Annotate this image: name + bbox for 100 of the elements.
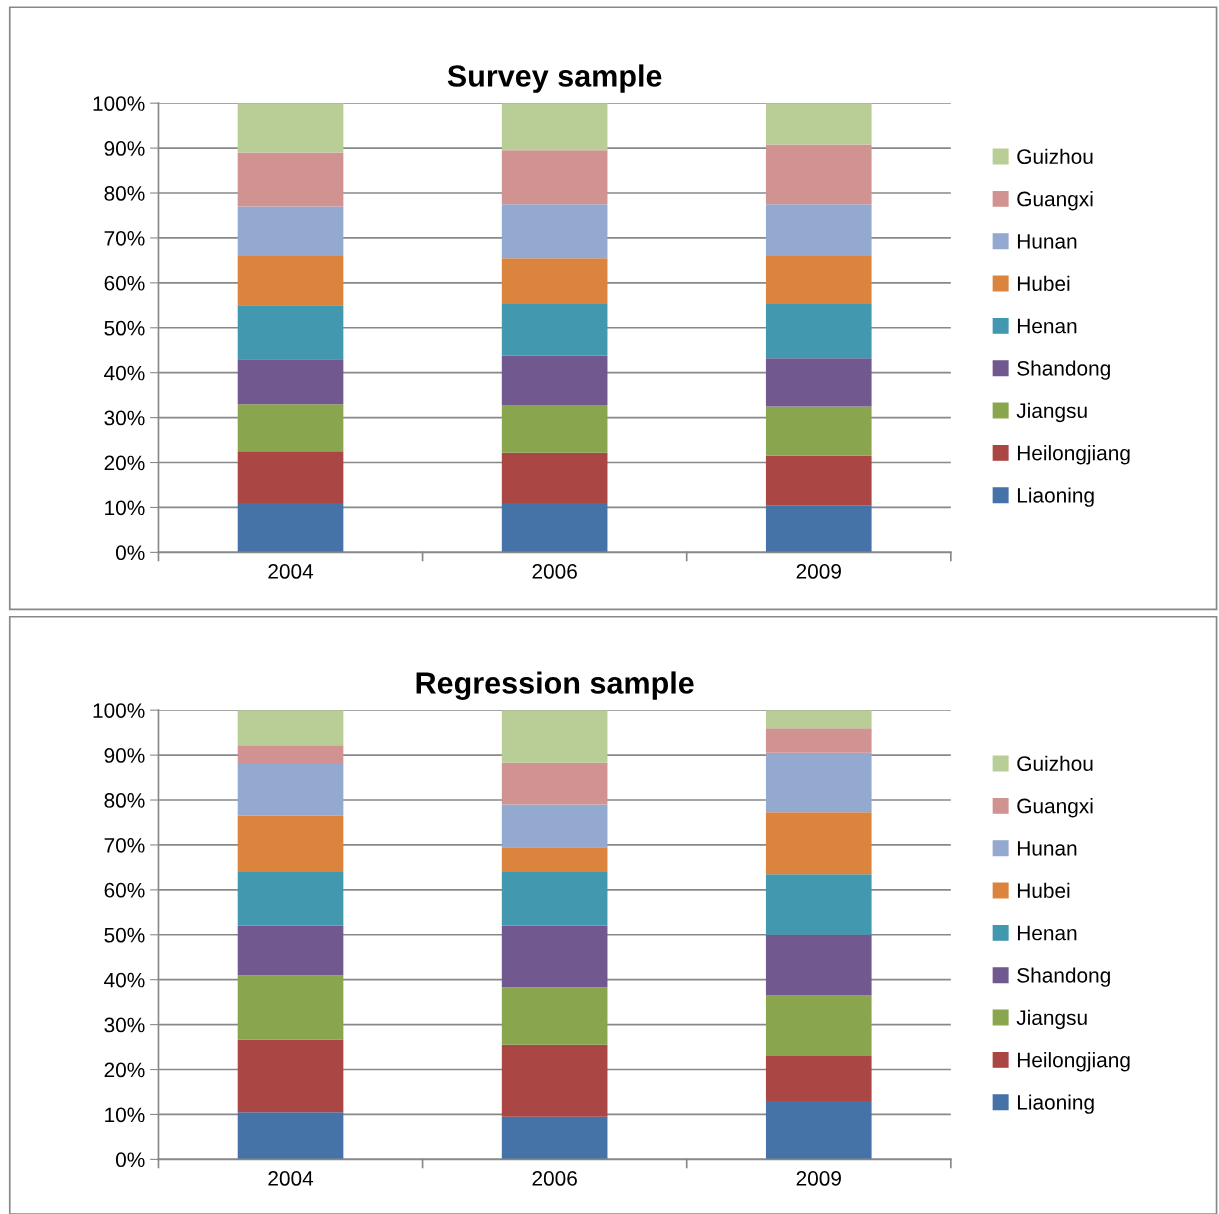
y-tick-label: 20%: [104, 455, 145, 471]
bar: [237, 103, 344, 153]
legend-label: Liaoning: [1017, 1094, 1094, 1114]
bar: [237, 152, 344, 207]
bar: [237, 451, 344, 503]
bar: [237, 925, 344, 976]
y-tick-label: 60%: [104, 882, 145, 898]
y-tick-label: 70%: [104, 837, 145, 853]
bar: [501, 925, 608, 988]
legend-label: Guizhou: [1017, 755, 1093, 772]
bar: [501, 150, 608, 205]
y-tick-label: 40%: [104, 365, 145, 381]
y-tick-label: 70%: [104, 230, 145, 246]
bar: [765, 752, 872, 813]
legend-label: Guizhou: [1017, 148, 1093, 165]
y-tick-label: 90%: [104, 141, 145, 156]
bar: [237, 710, 344, 746]
bar: [765, 406, 872, 456]
bar: [501, 987, 608, 1045]
bar: [501, 847, 608, 872]
bar: [765, 505, 872, 553]
bar: [501, 452, 608, 503]
bar: [237, 1112, 344, 1160]
bar: [237, 305, 344, 360]
y-tick-label: 10%: [105, 1107, 145, 1123]
bar: [765, 255, 872, 304]
bar: [765, 1056, 872, 1101]
bar: [765, 995, 872, 1057]
bar: [501, 103, 608, 151]
legend-label: Guangxi: [1017, 191, 1093, 211]
bar: [501, 710, 608, 763]
legend-label: Henan: [1017, 318, 1077, 334]
bar: [765, 812, 872, 875]
bar: [501, 355, 608, 406]
bar: [765, 303, 872, 359]
bar: [765, 204, 872, 256]
bar: [501, 871, 608, 926]
y-tick-label: 20%: [104, 1062, 145, 1078]
legend-label: Hubei: [1017, 882, 1070, 899]
bar: [501, 804, 608, 848]
y-tick-label: 100%: [93, 703, 145, 718]
x-tick-label: 2004: [268, 564, 314, 579]
bar: [237, 871, 344, 926]
y-tick-label: 30%: [104, 410, 145, 426]
bar: [237, 815, 344, 872]
legend-label: Hubei: [1017, 275, 1070, 292]
bar: [237, 975, 344, 1040]
legend-label: Hunan: [1017, 234, 1077, 249]
y-tick-label: 50%: [104, 320, 145, 336]
bar: [501, 1044, 608, 1117]
bar: [501, 762, 608, 805]
y-tick-label: 30%: [104, 1017, 145, 1033]
legend-label: Guangxi: [1017, 798, 1093, 818]
bar: [501, 1116, 608, 1160]
y-tick-label: 100%: [93, 96, 145, 111]
bar: [765, 455, 872, 506]
bar: [765, 358, 872, 407]
x-tick-label: 2004: [268, 1171, 314, 1186]
y-tick-label: 50%: [104, 927, 145, 943]
bar: [501, 258, 608, 304]
bar: [765, 934, 872, 996]
bar: [237, 359, 344, 405]
legend-label: Liaoning: [1017, 487, 1094, 507]
y-tick-label: 0%: [115, 1152, 145, 1168]
bar: [237, 764, 344, 816]
chart-title: Regression sample: [416, 671, 694, 700]
bar: [501, 405, 608, 453]
bar: [765, 1100, 872, 1160]
bar: [501, 303, 608, 356]
legend-label: Hunan: [1017, 841, 1077, 856]
y-tick-label: 80%: [104, 186, 145, 201]
bar: [501, 502, 608, 553]
bar: [237, 1039, 344, 1113]
bar: [237, 404, 344, 452]
bar: [237, 206, 344, 256]
legend-label: Shandong: [1017, 967, 1110, 987]
x-tick-label: 2006: [532, 564, 577, 579]
bar: [237, 745, 344, 765]
chart-title: Survey sample: [447, 64, 662, 93]
legend-label: Jiangsu: [1016, 1009, 1087, 1030]
bar: [765, 144, 872, 205]
x-tick-label: 2006: [532, 1171, 577, 1186]
bar: [765, 103, 872, 145]
bar: [765, 728, 872, 753]
bar: [765, 874, 872, 935]
y-tick-label: 0%: [115, 545, 145, 561]
y-tick-label: 90%: [104, 748, 145, 763]
bar: [237, 502, 344, 553]
legend-label: Henan: [1017, 925, 1077, 941]
legend-label: Heilongjiang: [1017, 1052, 1130, 1072]
legend-label: Jiangsu: [1016, 402, 1087, 423]
bar: [501, 204, 608, 259]
x-tick-label: 2009: [796, 1171, 841, 1186]
bar: [765, 710, 872, 729]
y-tick-label: 10%: [105, 500, 145, 516]
y-tick-label: 80%: [104, 793, 145, 808]
y-tick-label: 60%: [104, 275, 145, 291]
legend-label: Shandong: [1017, 360, 1110, 380]
y-tick-label: 40%: [104, 972, 145, 988]
bar: [237, 255, 344, 306]
